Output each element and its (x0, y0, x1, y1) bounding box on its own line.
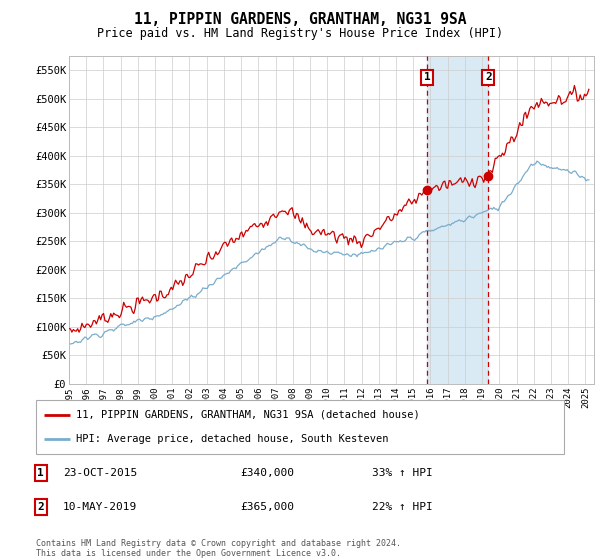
Text: 10-MAY-2019: 10-MAY-2019 (63, 502, 137, 512)
Text: 2: 2 (485, 72, 491, 82)
Text: 23-OCT-2015: 23-OCT-2015 (63, 468, 137, 478)
FancyBboxPatch shape (36, 400, 564, 454)
Text: Contains HM Land Registry data © Crown copyright and database right 2024.
This d: Contains HM Land Registry data © Crown c… (36, 539, 401, 558)
Text: 22% ↑ HPI: 22% ↑ HPI (372, 502, 433, 512)
Text: 11, PIPPIN GARDENS, GRANTHAM, NG31 9SA: 11, PIPPIN GARDENS, GRANTHAM, NG31 9SA (134, 12, 466, 27)
Text: £365,000: £365,000 (240, 502, 294, 512)
Text: 33% ↑ HPI: 33% ↑ HPI (372, 468, 433, 478)
Text: 1: 1 (37, 468, 44, 478)
Text: 1: 1 (424, 72, 431, 82)
Text: 2: 2 (37, 502, 44, 512)
Bar (427, 56, 488, 384)
Text: Price paid vs. HM Land Registry's House Price Index (HPI): Price paid vs. HM Land Registry's House … (97, 27, 503, 40)
Text: 11, PIPPIN GARDENS, GRANTHAM, NG31 9SA (detached house): 11, PIPPIN GARDENS, GRANTHAM, NG31 9SA (… (76, 410, 419, 420)
Text: £340,000: £340,000 (240, 468, 294, 478)
Text: HPI: Average price, detached house, South Kesteven: HPI: Average price, detached house, Sout… (76, 434, 388, 444)
